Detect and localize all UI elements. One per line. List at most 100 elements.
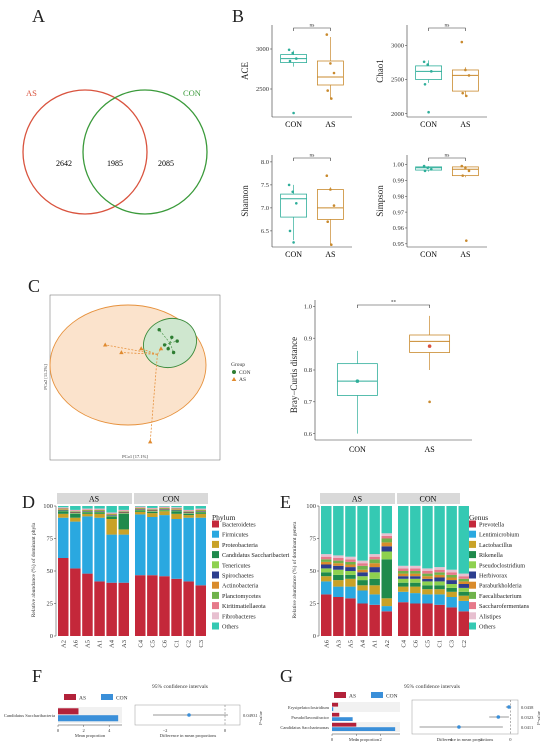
- stack-segment: [369, 594, 380, 605]
- sample-point: [464, 166, 467, 169]
- stack-segment: [183, 511, 194, 512]
- stack-segment: [422, 571, 433, 574]
- genus-stacked-bars: 0 25 50 75 100 A6 A3 A5 A4 A1 A2 C4 C6 C5 C1 C3 C2: [306, 503, 469, 648]
- stack-segment: [195, 511, 206, 512]
- stack-segment: [446, 574, 457, 578]
- stack-segment: [357, 560, 368, 564]
- stack-segment: [381, 546, 392, 552]
- stack-segment: [434, 594, 445, 605]
- stack-segment: [398, 578, 409, 583]
- f-legend-as-swatch: [64, 694, 76, 700]
- stack-segment: [171, 511, 182, 514]
- stack-segment: [118, 506, 129, 510]
- stack-segment: [171, 509, 182, 511]
- sample-label: C3: [198, 640, 205, 648]
- stack-segment: [171, 507, 182, 509]
- pcoa-legend-as-label: AS: [239, 377, 246, 383]
- stack-segment: [458, 611, 469, 636]
- stack-segment: [82, 512, 93, 514]
- venn-as-circle: [22, 89, 148, 215]
- legend-label: Others: [222, 624, 239, 631]
- mean-axis-tick-label: 0: [331, 737, 334, 742]
- phylum-stacked-bars: 0 25 50 75 100 A2 A6 A5 A1 A4 A3 C4 C5 C6 C1 C2 C3: [43, 503, 206, 648]
- strip-con-label-d: CON: [163, 495, 180, 504]
- panel-label-b: B: [232, 6, 244, 26]
- p-value: 0.0438: [521, 705, 534, 710]
- stack-segment: [381, 542, 392, 547]
- stack-segment: [458, 591, 469, 596]
- sample-point: [295, 57, 298, 60]
- x-tick-label: CON: [420, 120, 437, 129]
- as-spider-line: [105, 344, 158, 355]
- bray-box-as: [409, 334, 451, 353]
- stack-segment: [58, 509, 69, 510]
- pcoa-legend-title: Group: [231, 362, 245, 368]
- as-sample-point: [139, 346, 144, 351]
- stack-segment: [410, 603, 421, 636]
- y-axis-title: Simpson: [375, 185, 385, 217]
- panel-label-g: G: [280, 666, 293, 686]
- stack-y-tick-label: 0: [50, 633, 53, 640]
- bray-y-tick-label: 0.6: [304, 431, 313, 438]
- stack-segment: [58, 517, 69, 558]
- stack-segment: [70, 511, 81, 513]
- sample-point: [460, 40, 464, 44]
- sample-label: A4: [109, 639, 116, 648]
- stack-segment: [458, 578, 469, 582]
- f-legend-as-label: AS: [79, 696, 86, 702]
- sample-point: [325, 174, 329, 177]
- con-spider-line: [169, 340, 178, 344]
- stack-segment: [82, 509, 93, 510]
- y-tick-label: 2500: [256, 86, 269, 93]
- bray-x-tick-label: CON: [349, 445, 366, 454]
- stack-segment: [70, 513, 81, 518]
- stack-segment: [434, 567, 445, 570]
- y-tick-label: 0.99: [393, 178, 404, 185]
- stack-segment: [381, 538, 392, 543]
- sample-point: [292, 111, 295, 115]
- as-sample-point: [103, 342, 108, 347]
- stack-segment: [381, 506, 392, 534]
- stack-segment: [422, 573, 433, 577]
- bray-y-tick-label: 0.7: [304, 399, 313, 406]
- stack-segment: [195, 512, 206, 514]
- con-mean-bar: [58, 715, 119, 722]
- stack-segment: [381, 598, 392, 607]
- p-value: 0.0411: [521, 725, 533, 730]
- stack-segment: [82, 506, 93, 509]
- stack-segment: [458, 506, 469, 574]
- stack-segment: [333, 555, 344, 558]
- y-tick-label: 8.0: [261, 159, 269, 166]
- x-tick-label: CON: [285, 250, 302, 259]
- stack-segment: [345, 561, 356, 565]
- bray-ylabel: Bray−Curtis distance: [289, 337, 299, 413]
- stack-segment: [398, 565, 409, 569]
- y-axis-title: ACE: [240, 61, 250, 80]
- stack-segment: [135, 507, 146, 509]
- y-tick-label: 3000: [391, 43, 404, 50]
- venn-as-label: AS: [26, 88, 37, 98]
- stack-segment: [94, 581, 105, 636]
- panel-c: C PCo1 [17.1%] PCo2 [11.2%] Group CON AS…: [28, 276, 472, 461]
- stack-segment: [118, 511, 129, 512]
- stack-segment: [171, 507, 182, 508]
- y-tick-label: 2500: [391, 77, 404, 84]
- sample-point: [423, 82, 427, 86]
- stack-segment: [118, 512, 129, 514]
- stack-segment: [159, 511, 170, 516]
- g-pvalue-header: P-value: [536, 711, 541, 725]
- stack-segment: [321, 572, 332, 577]
- y-tick-label: 1.00: [393, 162, 404, 169]
- venn-con-circle: [82, 89, 208, 215]
- con-sample-point: [170, 335, 174, 339]
- stack-segment: [135, 511, 146, 515]
- panel-d: D AS CON 0 25 50 75 100 A2 A6 A5 A1 A4 A3 C4 C5 C6 C1 C…: [22, 492, 290, 648]
- legend-label: Bacteroidetes: [222, 522, 256, 529]
- stack-segment: [147, 509, 158, 511]
- g-xlabel-mean: Mean proportion: [349, 737, 380, 742]
- g-legend-as-label: AS: [349, 694, 356, 700]
- stack-segment: [171, 508, 182, 510]
- stack-segment: [321, 564, 332, 569]
- legend-label: Lactobacillus: [479, 542, 513, 549]
- stack-segment: [118, 511, 129, 513]
